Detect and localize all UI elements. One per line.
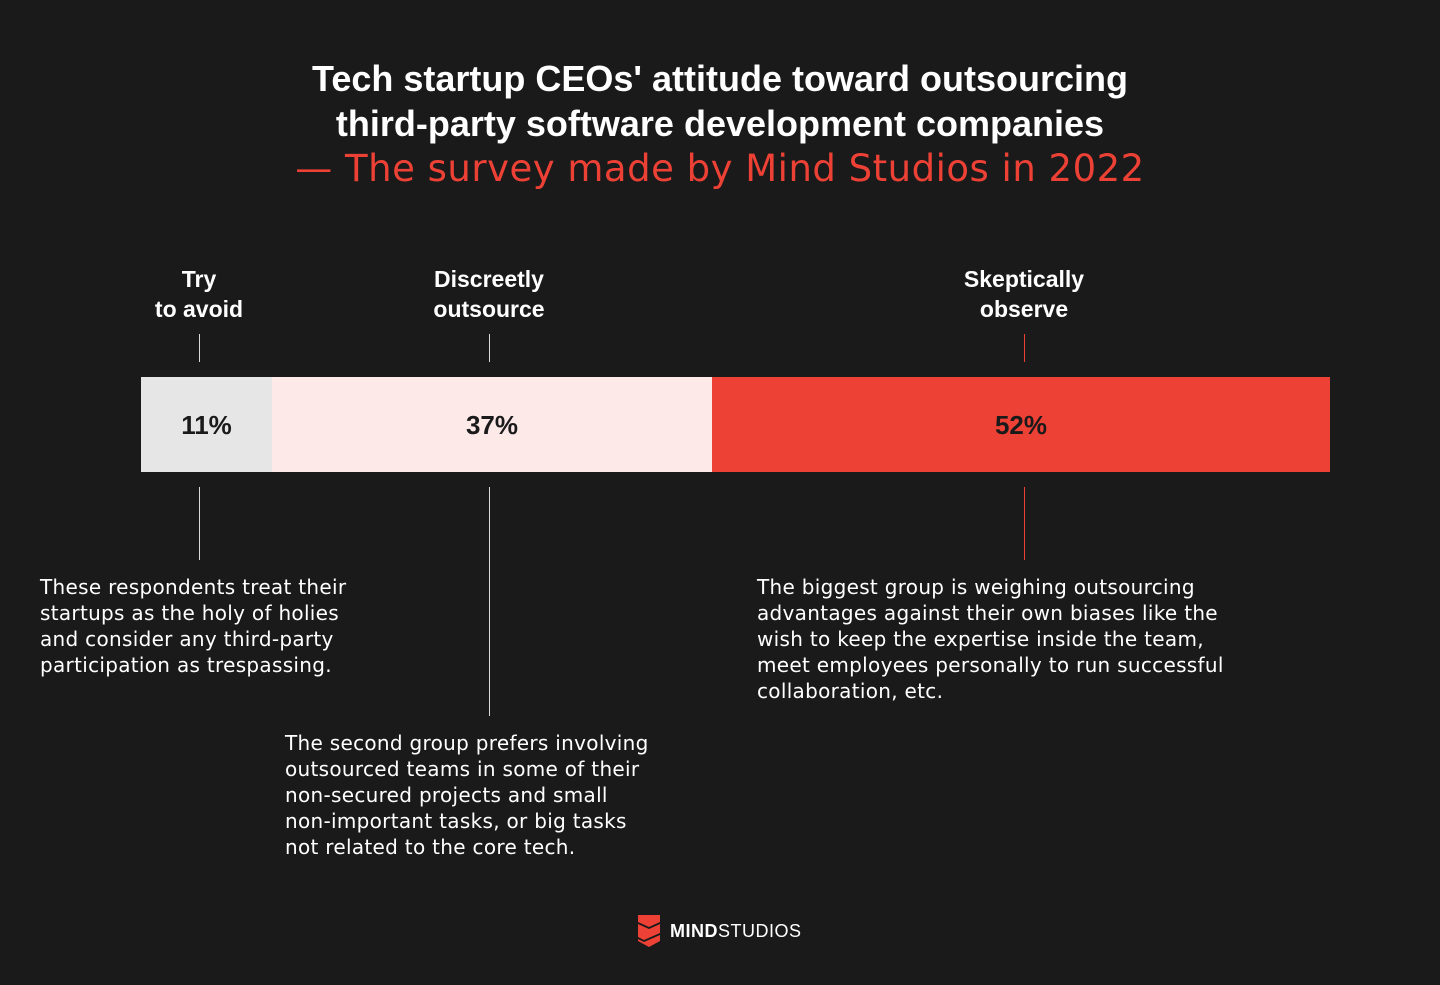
category-label-avoid-line-1: Try — [181, 266, 217, 292]
upper-tick-avoid — [199, 334, 200, 362]
description-skeptical: The biggest group is weighing outsourcin… — [757, 574, 1224, 704]
lower-tick-skeptical — [1024, 487, 1025, 560]
description-skeptical-line: The biggest group is weighing outsourcin… — [757, 575, 1195, 599]
bar-segment-discreet — [272, 377, 712, 472]
description-skeptical-line: collaboration, etc. — [757, 679, 944, 703]
description-avoid-line: and consider any third-party — [40, 627, 334, 651]
bar-segment-skeptical — [712, 377, 1330, 472]
bar-value-label-skeptical: 52% — [994, 410, 1048, 440]
description-discreet-line: The second group prefers involving — [285, 731, 649, 755]
brand-name: MINDSTUDIOS — [670, 921, 802, 942]
category-label-discreet: Discreetly outsource — [369, 264, 609, 324]
brand-logo: MINDSTUDIOS — [636, 913, 802, 949]
mind-studios-logo-icon — [638, 915, 660, 947]
title-line-2: third-party software development compani… — [335, 103, 1105, 144]
description-skeptical-line: advantages against their own biases like… — [757, 601, 1218, 625]
description-skeptical-line: wish to keep the expertise inside the te… — [757, 627, 1204, 651]
upper-tick-discreet — [489, 334, 490, 362]
category-label-discreet-line-1: Discreetly — [434, 266, 544, 292]
description-avoid-line: These respondents treat their — [40, 575, 347, 599]
title-line-1: Tech startup CEOs' attitude toward outso… — [312, 58, 1128, 99]
description-avoid-line: startups as the holy of holies — [40, 601, 339, 625]
lower-tick-discreet — [489, 487, 490, 716]
description-avoid-line: participation as trespassing. — [40, 653, 332, 677]
category-label-skeptical-line-2: observe — [979, 296, 1069, 322]
bar-segment-avoid — [141, 377, 272, 472]
category-label-skeptical-line-1: Skeptically — [963, 266, 1085, 292]
lower-tick-avoid — [199, 487, 200, 560]
brand-name-bold: MIND — [670, 920, 718, 941]
description-discreet-line: outsourced teams in some of their — [285, 757, 640, 781]
category-label-skeptical: Skeptically observe — [904, 264, 1144, 324]
brand-name-regular: STUDIOS — [718, 920, 802, 941]
subtitle: — The survey made by Mind Studios in 202… — [295, 147, 1145, 190]
upper-tick-skeptical — [1024, 334, 1025, 362]
description-discreet: The second group prefers involving outso… — [285, 730, 649, 860]
bar-value-label-discreet: 37% — [465, 410, 519, 440]
description-discreet-line: non-secured projects and small — [285, 783, 608, 807]
category-label-discreet-line-2: outsource — [433, 296, 545, 322]
description-avoid: These respondents treat their startups a… — [40, 574, 346, 678]
description-skeptical-line: meet employees personally to run success… — [757, 653, 1224, 677]
category-label-avoid-line-2: to avoid — [154, 296, 244, 322]
bar-value-label-avoid: 11% — [181, 410, 232, 440]
description-discreet-line: non-important tasks, or big tasks — [285, 809, 627, 833]
category-label-avoid: Try to avoid — [79, 264, 319, 324]
description-discreet-line: not related to the core tech. — [285, 835, 576, 859]
